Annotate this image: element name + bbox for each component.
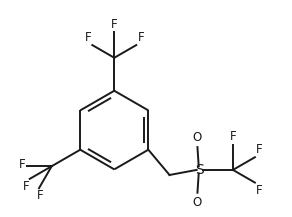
- Text: F: F: [111, 18, 118, 31]
- Text: S: S: [196, 163, 204, 177]
- Text: O: O: [193, 196, 202, 209]
- Text: F: F: [84, 31, 91, 44]
- Text: F: F: [256, 184, 263, 197]
- Text: F: F: [18, 158, 25, 171]
- Text: F: F: [138, 31, 144, 44]
- Text: F: F: [37, 189, 44, 202]
- Text: F: F: [256, 143, 263, 156]
- Text: F: F: [230, 130, 236, 143]
- Text: F: F: [23, 180, 30, 193]
- Text: O: O: [193, 131, 202, 144]
